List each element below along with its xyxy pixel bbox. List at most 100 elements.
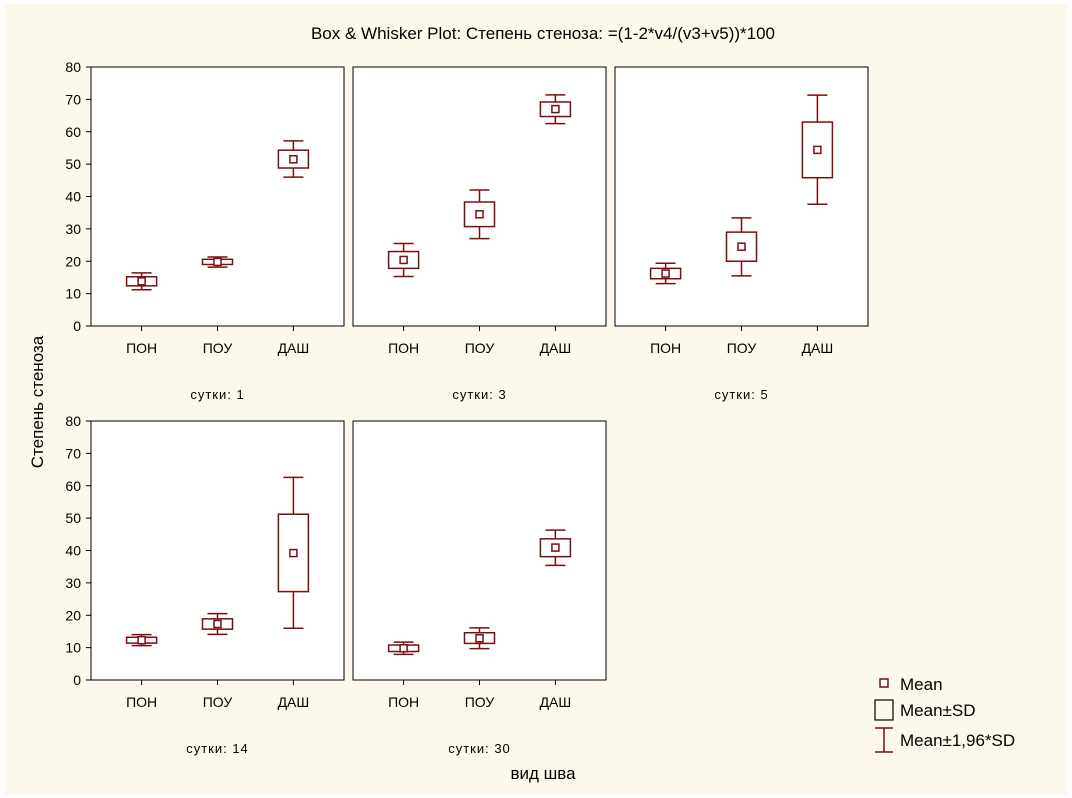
mean-marker [399, 644, 408, 653]
chart-title: Box & Whisker Plot: Степень стеноза: =(1… [311, 24, 775, 43]
box-whisker-ПОН [125, 272, 158, 291]
sd-box [463, 631, 496, 645]
y-tick-label: 30 [65, 575, 81, 591]
y-tick-label: 60 [65, 478, 81, 494]
legend-item: Mean [879, 675, 943, 694]
box-whisker-ДАШ [801, 94, 834, 206]
x-tick-label: ДАШ [278, 340, 310, 356]
y-tick-label: 20 [65, 253, 81, 269]
legend-label: Mean±1,96*SD [900, 731, 1015, 750]
plot-area [90, 420, 345, 681]
sd-box [725, 231, 758, 263]
sd-box [201, 618, 234, 630]
mean-marker [737, 242, 746, 251]
chart-canvas: Box & Whisker Plot: Степень стеноза: =(1… [28, 24, 1015, 783]
y-tick-label: 30 [65, 221, 81, 237]
sd-box [277, 149, 310, 169]
plot-area [90, 66, 345, 327]
mean-marker [289, 548, 298, 558]
mean-marker [661, 269, 670, 278]
mean-marker [289, 155, 298, 164]
y-tick-label: 0 [73, 318, 81, 334]
x-tick-label: ПОН [388, 694, 419, 710]
panel-label: сутки: 14 [186, 741, 249, 756]
chart-figure: Box & Whisker Plot: Степень стеноза: =(1… [5, 4, 1067, 794]
x-tick-label: ДАШ [802, 340, 834, 356]
x-axis-title: вид шва [510, 764, 576, 783]
panel-4: 0 10 20 30 40 50 60 70 80 ПОН ПОУ ДАШ сутки: 14 [65, 413, 345, 756]
legend-sd-symbol [874, 699, 894, 721]
mean-marker [551, 543, 560, 552]
panel-5: ПОН ПОУ ДАШ сутки: 30 [352, 420, 607, 756]
sd-box [539, 538, 572, 558]
y-tick-label: 70 [65, 445, 81, 461]
y-tick-label: 50 [65, 510, 81, 526]
mean-marker [213, 619, 222, 629]
mean-marker [813, 145, 822, 155]
panel-label: сутки: 3 [452, 387, 506, 402]
legend-label: Mean [900, 675, 943, 694]
x-tick-label: ПОУ [465, 340, 495, 356]
x-tick-label: ПОН [126, 340, 157, 356]
box-whisker-ПОУ [725, 217, 758, 277]
box-whisker-ПОН [125, 633, 158, 647]
x-tick-label: ДАШ [540, 694, 572, 710]
box-whisker-ДАШ [277, 476, 310, 629]
legend-item: Mean±SD [874, 699, 975, 721]
mean-marker [137, 635, 146, 645]
panels-group: 0 10 20 30 40 50 60 70 80 ПОН ПОУ ДАШ сутки: 1 ПОН ПОУ… [65, 59, 869, 756]
y-tick-label: 20 [65, 607, 81, 623]
box-whisker-ПОУ [463, 189, 496, 240]
y-tick-label: 80 [65, 413, 81, 429]
x-tick-label: ДАШ [278, 694, 310, 710]
sd-box [125, 276, 158, 287]
mean-marker [399, 255, 408, 265]
box-whisker-ДАШ [539, 529, 572, 567]
panel-label: сутки: 1 [190, 387, 244, 402]
panel-label: сутки: 5 [714, 387, 768, 402]
sd-box [387, 250, 420, 270]
x-tick-label: ПОУ [727, 340, 757, 356]
x-tick-label: ПОУ [203, 340, 233, 356]
y-tick-label: 10 [65, 640, 81, 656]
x-tick-label: ПОУ [465, 694, 495, 710]
mean-marker [475, 633, 484, 643]
y-tick-label: 0 [73, 672, 81, 688]
y-tick-label: 80 [65, 59, 81, 75]
box-whisker-ПОН [387, 641, 420, 656]
mean-marker [551, 104, 560, 114]
y-tick-label: 40 [65, 189, 81, 205]
panel-3: ПОН ПОУ ДАШ сутки: 5 [614, 66, 869, 402]
plot-area [614, 66, 869, 327]
y-axis-title: Степень стеноза [28, 335, 47, 468]
mean-marker [475, 210, 484, 219]
sd-box [277, 513, 310, 593]
box-whisker-ПОН [649, 262, 682, 285]
box-whisker-ПОУ [463, 627, 496, 650]
box-whisker-ДАШ [539, 94, 572, 125]
sd-box [463, 201, 496, 228]
y-tick-label: 50 [65, 156, 81, 172]
legend-label: Mean±SD [900, 701, 975, 720]
box-whisker-ДАШ [277, 140, 310, 178]
y-tick-label: 40 [65, 543, 81, 559]
x-tick-label: ПОН [650, 340, 681, 356]
sd-box [539, 101, 572, 118]
sd-box [649, 267, 682, 280]
legend-item: Mean±1,96*SD [875, 727, 1015, 753]
mean-marker [213, 257, 222, 267]
sd-box [801, 121, 834, 179]
y-tick-label: 10 [65, 286, 81, 302]
y-tick-label: 60 [65, 124, 81, 140]
x-tick-label: ПОН [126, 694, 157, 710]
x-tick-label: ПОУ [203, 694, 233, 710]
y-tick-label: 70 [65, 91, 81, 107]
mean-marker [137, 277, 146, 286]
box-whisker-ПОУ [201, 612, 234, 636]
panel-1: 0 10 20 30 40 50 60 70 80 ПОН ПОУ ДАШ сутки: 1 [65, 59, 345, 402]
box-whisker-ПОУ [201, 256, 234, 268]
x-tick-label: ДАШ [540, 340, 572, 356]
legend-mean-symbol [879, 678, 889, 688]
panel-2: ПОН ПОУ ДАШ сутки: 3 [352, 66, 607, 402]
panel-label: сутки: 30 [448, 741, 511, 756]
